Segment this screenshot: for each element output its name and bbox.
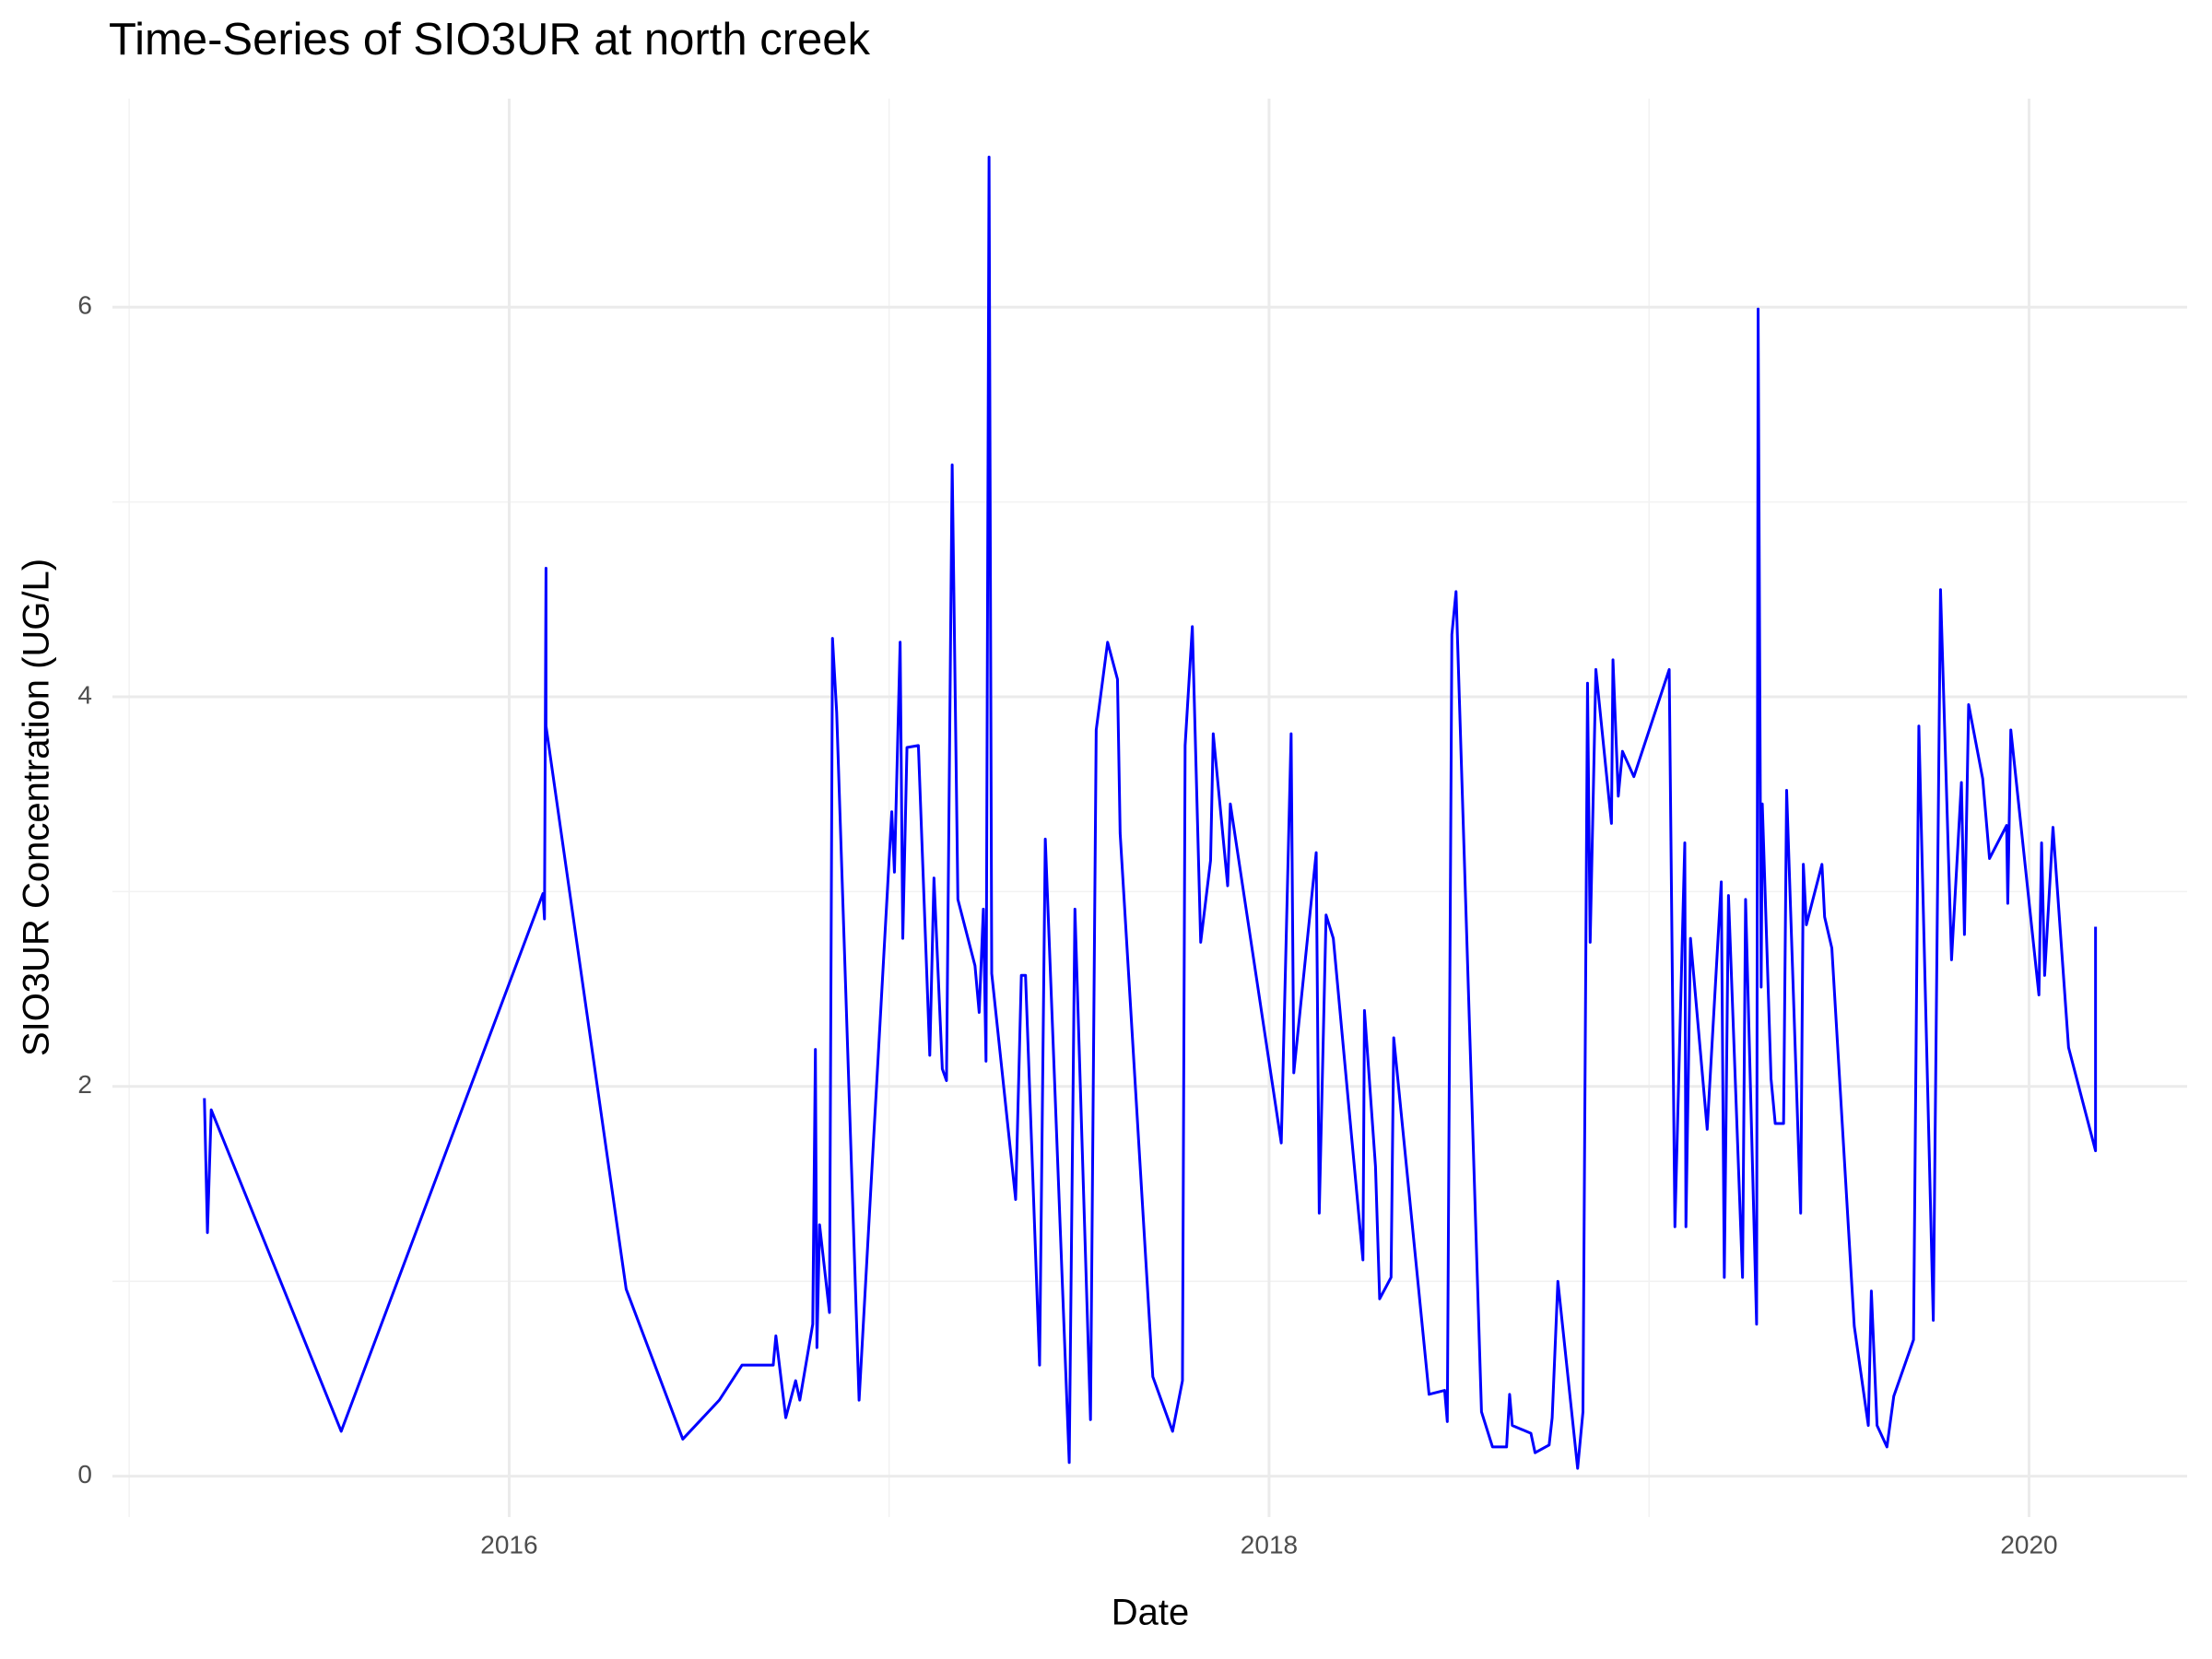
plot-area (203, 155, 2098, 1470)
y-tick-label: 4 (77, 680, 92, 709)
data-line (203, 155, 2098, 1470)
x-tick-label: 2020 (2000, 1530, 2057, 1559)
y-tick-label: 0 (77, 1460, 92, 1488)
x-tick-label: 2016 (480, 1530, 537, 1559)
y-tick-label: 2 (77, 1070, 92, 1099)
y-tick-label: 6 (77, 291, 92, 320)
chart-title: Time-Series of SIO3UR at north creek (109, 15, 871, 65)
x-tick-label: 2018 (1241, 1530, 1298, 1559)
x-axis-title: Date (1112, 1593, 1190, 1633)
y-axis-title: SIO3UR Concentration (UG/L) (17, 559, 57, 1056)
